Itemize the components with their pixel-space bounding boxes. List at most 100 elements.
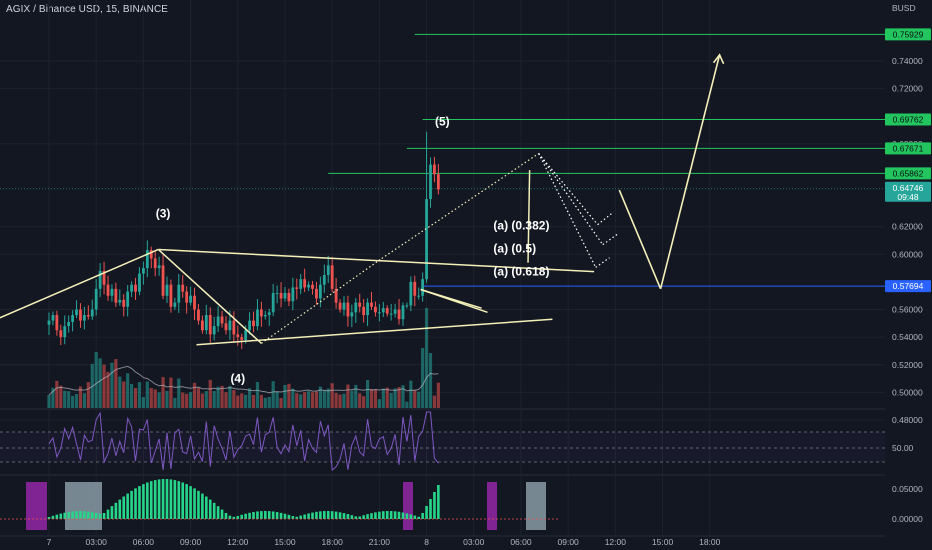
- candle-body: [232, 320, 236, 335]
- volume-bar: [94, 352, 98, 408]
- volume-bar: [224, 392, 228, 408]
- candle-body: [216, 316, 220, 327]
- macd-histogram-bar: [114, 502, 118, 519]
- macd-histogram-bar: [67, 511, 70, 519]
- candle-body: [86, 315, 90, 317]
- rsi-pane: [0, 411, 885, 471]
- last-price-tag: [885, 181, 931, 202]
- time-axis[interactable]: 7 03:00 06:00 09:00 12:00 15:00 18:00 21:00 8 03:…: [47, 537, 721, 547]
- macd-histogram-bar: [326, 511, 330, 519]
- volume-bar: [342, 393, 346, 408]
- wedge-line: [420, 288, 488, 314]
- macd-histogram-bar: [51, 515, 55, 519]
- macd-histogram-bar: [433, 492, 436, 519]
- macd-histogram-bar: [271, 511, 275, 519]
- candle-body: [79, 309, 82, 321]
- volume-bar: [409, 380, 413, 408]
- candle-body: [283, 292, 287, 299]
- volume-bar: [55, 380, 59, 408]
- candle-body: [350, 312, 354, 317]
- macd-histogram-bar: [153, 480, 157, 519]
- macd-histogram-bar: [201, 493, 204, 519]
- candle-body: [413, 281, 417, 296]
- volume-bar: [358, 393, 362, 408]
- time-tick-label: 8: [424, 537, 429, 547]
- candle-body: [169, 284, 173, 307]
- candle-body: [354, 302, 358, 313]
- candle-body: [322, 275, 326, 285]
- volume-bar: [334, 392, 338, 408]
- macd-histogram-bar: [421, 513, 424, 519]
- volume-bar: [59, 385, 63, 408]
- price-tick-label: 0.48000: [892, 415, 923, 425]
- candle-body: [244, 330, 248, 340]
- macd-histogram-bar: [90, 512, 94, 519]
- volume-bar: [303, 392, 307, 408]
- candle-body: [193, 295, 196, 310]
- macd-histogram-bar: [130, 490, 133, 519]
- candle-body: [212, 326, 216, 335]
- macd-histogram-bar: [212, 502, 216, 519]
- candle-body: [409, 281, 413, 306]
- volume-bar: [126, 373, 130, 408]
- candle-body: [240, 337, 244, 340]
- volume-bar: [157, 392, 161, 408]
- candle-body: [358, 302, 362, 307]
- candle-body: [330, 265, 334, 289]
- macd-histogram-bar: [425, 506, 428, 519]
- volume-bar: [165, 390, 169, 408]
- macd-histogram-bar: [370, 513, 373, 519]
- candle-body: [106, 284, 110, 296]
- volume-bar: [129, 383, 134, 408]
- macd-histogram-bar: [224, 513, 228, 519]
- macd-histogram-bar: [126, 493, 129, 519]
- macd-histogram-bar: [55, 514, 59, 519]
- candle-body: [173, 302, 177, 307]
- last-price-countdown: 09:48: [897, 192, 919, 202]
- volume-bar: [188, 392, 193, 408]
- volume-bar: [271, 381, 275, 408]
- projection-dotted-line: [595, 211, 618, 268]
- candlesticks: [47, 131, 440, 349]
- candle-body: [248, 320, 251, 331]
- candle-body: [165, 284, 169, 296]
- volume-bar: [346, 384, 350, 408]
- wave-label: (3): [156, 207, 171, 221]
- macd-histogram-bar: [334, 511, 338, 519]
- price-tick-label: 0.74000: [892, 56, 923, 66]
- volume-bar: [153, 389, 157, 408]
- volume-bar: [413, 390, 417, 408]
- volume-bar: [365, 379, 370, 408]
- projection-dotted-line: [538, 153, 604, 245]
- candle-body: [334, 288, 338, 303]
- macd-histogram-bar: [149, 481, 153, 519]
- price-level-tag: [885, 113, 931, 126]
- volume-bar: [279, 397, 283, 408]
- candle-body: [366, 302, 369, 316]
- volume-bar: [122, 381, 126, 408]
- macd-histogram-bar: [311, 512, 314, 519]
- macd-histogram-bar: [417, 516, 421, 519]
- price-axis[interactable]: 0.740000.720000.680000.620000.600000.560…: [885, 3, 931, 524]
- candle-body: [177, 284, 181, 303]
- macd-histogram-bar: [346, 514, 350, 519]
- macd-histogram-bar: [358, 516, 362, 519]
- macd-histogram-bar: [264, 511, 267, 519]
- volume-bar: [200, 393, 204, 408]
- projection-line: [618, 189, 662, 290]
- macd-histogram-bar: [256, 511, 259, 519]
- volume-bar: [228, 385, 232, 408]
- fib-label: (a) (0.382): [493, 219, 549, 233]
- candle-body: [75, 309, 78, 316]
- candle-body: [153, 258, 157, 269]
- volume-bar: [137, 382, 142, 408]
- volume-bar: [251, 394, 256, 408]
- volume-bar: [393, 388, 397, 408]
- macd-histogram-bar: [142, 484, 145, 519]
- volume-bar: [330, 383, 334, 408]
- price-tick-label: 0.62000: [892, 222, 923, 232]
- price-level-value: 0.65862: [893, 168, 924, 178]
- volume-bar: [405, 401, 409, 408]
- macd-histogram-bar: [161, 479, 165, 519]
